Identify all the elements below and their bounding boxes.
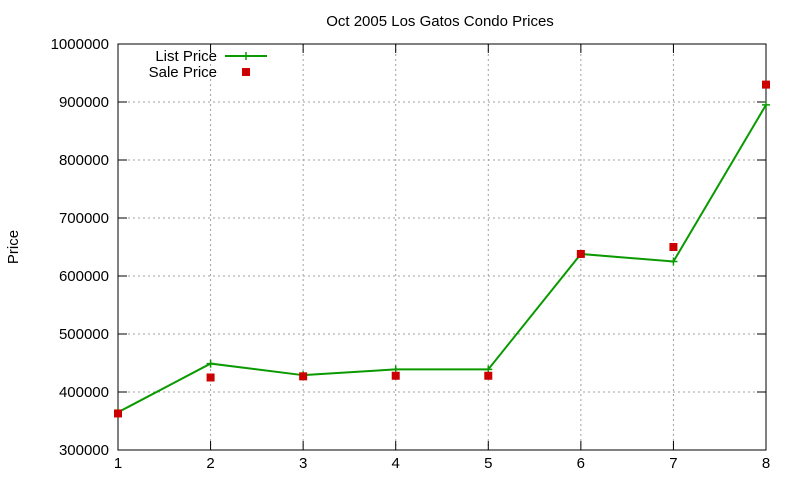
x-tick-label: 5 [484,455,492,472]
y-tick-label: 300000 [59,442,109,459]
y-tick-label: 1000000 [51,36,109,53]
data-point-square [114,409,122,418]
x-tick-label: 7 [669,455,677,472]
data-point-square [762,80,770,89]
data-point-square [484,371,493,380]
y-axis-label: Price [5,230,22,264]
data-point-plus [762,100,770,109]
x-tick-label: 3 [299,455,307,472]
legend-label: List Price [155,48,217,65]
chart-title: Oct 2005 Los Gatos Condo Prices [326,13,554,30]
data-point-square [576,249,585,258]
data-point-square [391,371,400,380]
legend-sample [225,52,267,60]
legend-label: Sale Price [149,64,217,81]
grid-lines [118,44,766,450]
data-point-square [242,68,250,76]
plot-frame [117,43,767,451]
y-tick-label: 500000 [59,326,109,343]
axis-ticks: 300000 400000 500000 600000 700000 800000 9000… [51,36,771,472]
data-point-square [206,373,215,382]
x-tick-label: 8 [762,455,770,472]
y-tick-label: 400000 [59,384,109,401]
legend-sample [242,68,250,76]
series-sale-price [114,80,770,418]
series-line [117,104,767,414]
y-tick-label: 800000 [59,152,109,169]
data-point-plus [242,52,250,60]
y-tick-label: 700000 [59,210,109,227]
data-point-square [299,372,308,381]
x-tick-label: 6 [577,455,585,472]
data-point-square [669,243,678,251]
series-layer [114,80,770,418]
x-tick-label: 4 [392,455,400,472]
x-tick-label: 2 [206,455,214,472]
x-tick-label: 1 [114,455,122,472]
y-tick-label: 600000 [59,268,109,285]
y-tick-label: 900000 [59,94,109,111]
series-list-price [114,100,770,417]
data-point-plus [669,257,678,266]
data-point-plus [206,359,215,368]
